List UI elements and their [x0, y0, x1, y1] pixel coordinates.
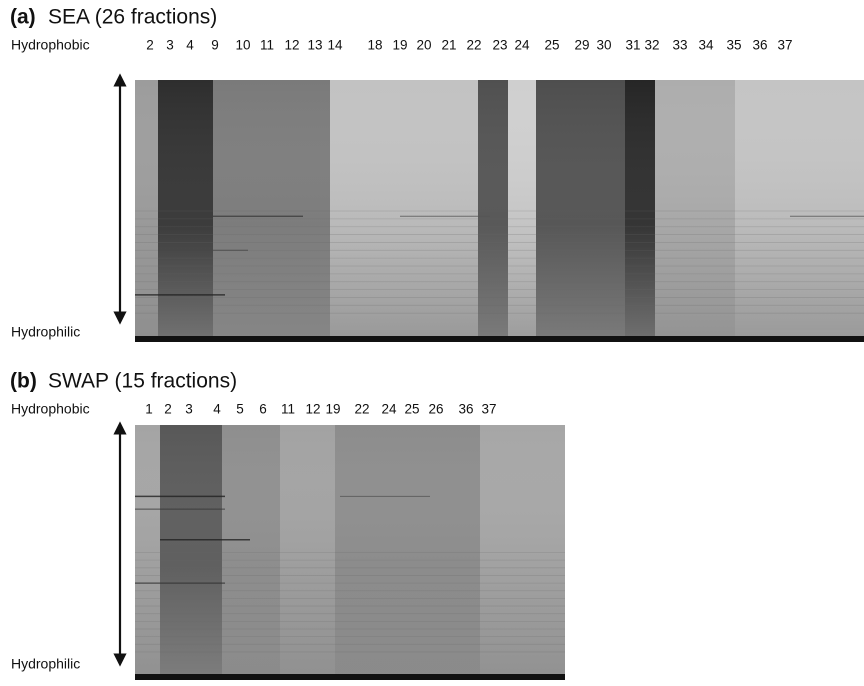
lane-label: 20: [416, 38, 431, 53]
lane-label: 10: [235, 38, 250, 53]
panel: (b) SWAP (15 fractions)Hydrophobic 1 2 3 4 5 6 1…: [10, 370, 565, 680]
lane-label: 21: [441, 38, 456, 53]
lane-label: 6: [259, 402, 267, 417]
lane-label: 2: [164, 402, 172, 417]
lane-label: 12: [305, 402, 320, 417]
panel-tag: (b): [10, 370, 37, 393]
lane-label: 4: [213, 402, 221, 417]
gel-fade: [135, 80, 864, 342]
lane-label: 30: [596, 38, 611, 53]
lane-label: 3: [185, 402, 193, 417]
lane-label: 11: [281, 402, 295, 417]
panel: (a) SEA (26 fractions)Hydrophobic 2 3 4 9 10 11…: [10, 6, 864, 342]
hydrophobic-label: Hydrophobic: [11, 37, 90, 53]
gel-front: [135, 336, 864, 342]
panel-tag: (a): [10, 6, 36, 29]
lane-label: 9: [211, 38, 219, 53]
gel-fade: [135, 425, 565, 680]
lane-label: 22: [466, 38, 481, 53]
lane-label: 12: [284, 38, 299, 53]
gel-front: [135, 674, 565, 680]
lane-label: 35: [726, 38, 741, 53]
lane-label: 3: [166, 38, 174, 53]
lane-label: 36: [752, 38, 767, 53]
lane-label: 31: [625, 38, 640, 53]
lane-label: 14: [327, 38, 343, 53]
gel-image: [135, 425, 565, 680]
panel-title: SEA (26 fractions): [48, 6, 217, 29]
lane-label: 1: [145, 402, 153, 417]
lane-label: 19: [392, 38, 407, 53]
lane-label: 5: [236, 402, 244, 417]
lane-label: 25: [404, 402, 419, 417]
panel-title: SWAP (15 fractions): [48, 370, 237, 393]
lane-label: 33: [672, 38, 687, 53]
lane-label: 18: [367, 38, 382, 53]
hydrophobic-label: Hydrophobic: [11, 401, 90, 417]
lane-label: 13: [307, 38, 322, 53]
lane-label: 26: [428, 402, 443, 417]
lane-label: 24: [381, 402, 397, 417]
lane-label: 25: [544, 38, 559, 53]
lane-label: 29: [574, 38, 589, 53]
lane-label: 37: [777, 38, 792, 53]
lane-label: 37: [481, 402, 496, 417]
hydrophilic-label: Hydrophilic: [11, 656, 80, 672]
lane-label: 11: [260, 38, 274, 53]
lane-label: 36: [458, 402, 473, 417]
gel-image: [135, 80, 864, 342]
hydrophilic-label: Hydrophilic: [11, 324, 80, 340]
lane-label: 23: [492, 38, 507, 53]
lane-label: 2: [146, 38, 154, 53]
lane-label: 19: [325, 402, 340, 417]
lane-label: 22: [354, 402, 369, 417]
lane-label: 32: [644, 38, 659, 53]
lane-label: 4: [186, 38, 194, 53]
lane-label: 34: [698, 38, 714, 53]
lane-label: 24: [514, 38, 530, 53]
